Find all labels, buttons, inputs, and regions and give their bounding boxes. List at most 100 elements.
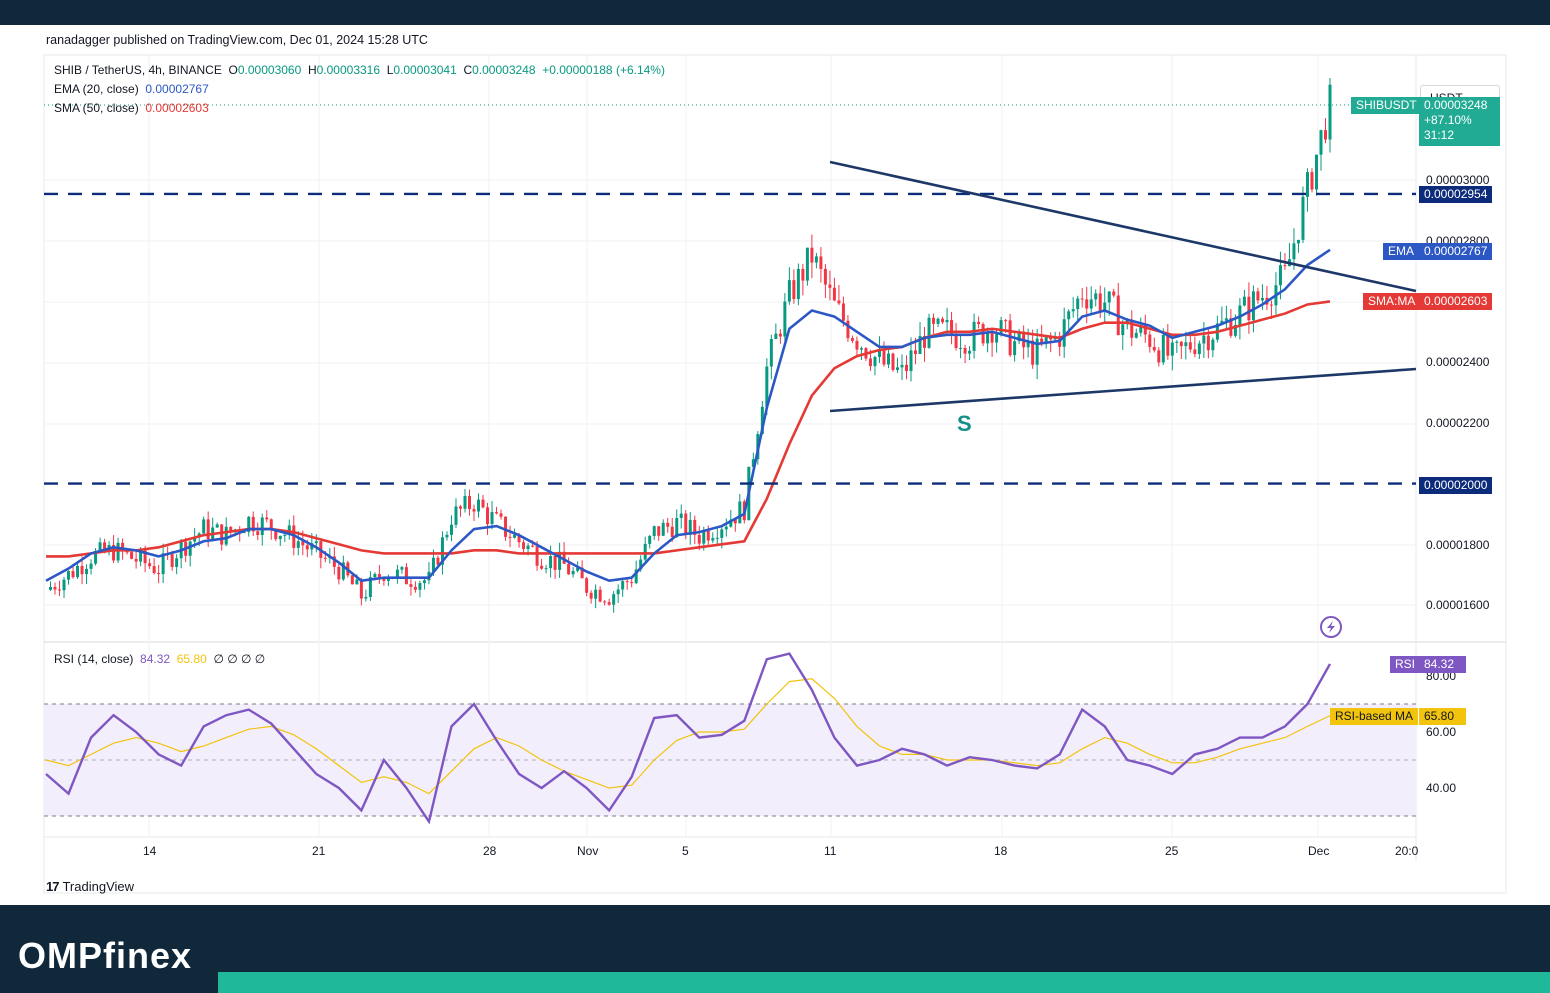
candle-body [1179,341,1183,347]
price-axis-label: 0.00002400 [1426,355,1490,369]
candle-body [242,532,246,534]
open-value: 0.00003060 [237,63,302,77]
last-price-change: +87.10% [1424,113,1472,127]
candle-body [341,562,345,580]
price-axis-label: 0.00003000 [1426,173,1490,187]
low-label: L [386,63,394,77]
candle-body [607,602,611,605]
candle-body [1206,335,1210,351]
rsi-ma-line [45,678,1331,795]
rsi-axis-label: 60.00 [1426,725,1457,739]
candle-body [463,495,467,509]
high-label: H [307,63,317,77]
candle-body [355,579,359,585]
candle-body [1098,293,1102,312]
candle-body [1157,350,1161,363]
brand-logo: OMPfinex [18,935,193,976]
candle-body [193,537,197,542]
candle-body [175,558,179,568]
candle-body [877,350,881,357]
candle-body [112,545,116,561]
chart-frame [43,54,1507,894]
rsi-line [45,652,1332,825]
footer-accent-bar [218,972,1550,993]
candle-body [828,284,832,288]
candle-body [422,580,426,584]
candle-body [467,495,471,510]
candle-body [1085,299,1089,309]
candle-body [914,350,918,354]
candle-body [260,517,264,536]
candle-body [531,545,535,547]
candle-body [1301,196,1305,240]
candle-body [1031,340,1035,365]
candle-body [918,336,922,354]
candle-body [1193,349,1197,355]
candle-body [909,350,913,372]
time-axis-label: 11 [824,844,837,858]
candle-body [256,531,260,536]
last-price-value: 0.00003248 [1424,98,1488,112]
ema-tag: EMA [1383,243,1420,260]
close-value: 0.00003248 [472,63,536,77]
candle-body [711,538,715,541]
rsi-legend-value: 84.32 [140,652,171,666]
candle-body [630,582,634,584]
candle-body [837,300,841,304]
price-axis-label: 0.00001600 [1426,598,1490,612]
rsi-tag-value: 84.32 [1419,656,1466,673]
candle-body [71,571,75,578]
candle-body [846,320,850,339]
candle-body [504,516,508,537]
candle-body [932,317,936,324]
candle-body [936,318,940,324]
candle-body [404,567,408,585]
candle-body [905,364,909,372]
candle-body [1292,243,1296,260]
rsi-band [44,704,1416,816]
candle-body [382,578,386,581]
sma-legend-value: 0.00002603 [145,101,209,115]
candle-body [1242,296,1246,306]
candle-body [364,596,368,599]
candle-body [544,568,548,570]
candle-body [693,519,697,535]
tradingview-logo-text: TradingView [62,879,135,894]
chart-svg[interactable] [0,25,1550,905]
candle-body [220,524,224,545]
candle-body [224,526,228,545]
candle-body [968,350,972,354]
candle-body [58,589,62,591]
candle-body [702,530,706,544]
candle-body [891,353,895,370]
candle-body [499,513,503,517]
last-price-tag: 0.00003248 +87.10% 31:12 [1419,97,1500,146]
candle-body [801,268,805,281]
candle-body [886,353,890,365]
candle-body [589,592,593,599]
candle-body [1319,130,1323,155]
candle-body [202,519,206,534]
candle-body [287,525,291,535]
candle-body [301,541,305,546]
candle-body [121,542,125,552]
candle-body [188,541,192,556]
candle-body [1202,335,1206,344]
candle-body [729,519,733,527]
candle-body [724,526,728,530]
candle-body [495,512,499,514]
candle-body [679,513,683,518]
tradingview-logo[interactable]: 17 TradingView [46,879,134,894]
rsi-tag: RSI [1390,656,1421,673]
candle-body [94,551,98,564]
triangle-lower-trendline [829,367,1417,413]
candle-body [616,589,620,595]
candle-body [760,406,764,435]
candle-body [621,581,625,590]
rsi-lines [45,652,1332,825]
candle-body [85,568,89,575]
rsi-ma-tag: RSI-based MA [1330,708,1419,725]
candle-body [148,563,152,567]
candle-body [1080,298,1084,300]
candle-body [941,318,945,323]
